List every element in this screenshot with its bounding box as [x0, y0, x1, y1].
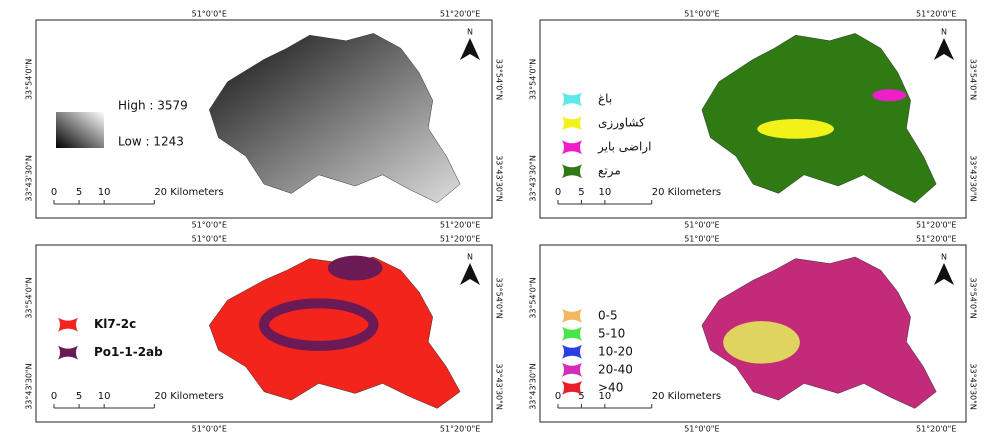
legend-label: کشاورزی: [598, 116, 645, 131]
coord-label: 51°0'0"E: [684, 10, 719, 19]
scale-label: 0: [555, 187, 561, 198]
map-panel: 51°0'0"E 51°0'0"E 51°20'0"E 51°20'0"E 33°54'…: [25, 10, 504, 230]
coord-label: 33°54'0"N: [25, 277, 34, 318]
coord-label: 51°0'0"E: [684, 221, 719, 230]
coord-label: 51°0'0"E: [192, 425, 227, 434]
coord-label: 33°54'0"N: [969, 59, 978, 100]
coord-label: 51°20'0"E: [440, 221, 480, 230]
north-label: N: [941, 28, 947, 37]
legend-label: Kl7-2c: [94, 317, 136, 331]
north-label: N: [467, 28, 473, 37]
scale-label: 5: [578, 391, 584, 402]
coord-label: 33°54'0"N: [495, 277, 504, 318]
legend-swatch: [562, 362, 582, 377]
barren-zone: [872, 89, 907, 102]
map-panel: 51°0'0"E 51°0'0"E 51°20'0"E 51°20'0"E 33°54'…: [529, 10, 978, 230]
coord-label: 51°20'0"E: [916, 10, 956, 19]
study-area: [701, 256, 937, 409]
legend-label: اراضی بایر: [597, 140, 651, 155]
coord-label: 51°0'0"E: [192, 235, 227, 244]
coord-label: 33°43'30"N: [969, 155, 978, 201]
coord-label: 51°0'0"E: [684, 235, 719, 244]
north-arrow: [934, 38, 954, 60]
legend-label: 10-20: [598, 344, 633, 358]
soil-zone: [327, 255, 383, 281]
legend-label: 5-10: [598, 326, 625, 340]
scale-label: 10: [598, 391, 611, 402]
scale-label: 5: [578, 187, 584, 198]
soil-zone: [259, 298, 379, 351]
coord-label: 33°54'0"N: [529, 277, 538, 318]
scale-label: 20 Kilometers: [652, 391, 721, 402]
legend-swatch: [562, 92, 582, 107]
coord-label: 33°43'30"N: [495, 155, 504, 201]
coord-label: 51°20'0"E: [440, 10, 480, 19]
coord-label: 33°43'30"N: [25, 155, 34, 201]
coord-label: 51°20'0"E: [440, 425, 480, 434]
coord-label: 33°43'30"N: [25, 363, 34, 409]
north-arrow: [460, 38, 480, 60]
legend-label: باغ: [598, 92, 612, 106]
scale-label: 20 Kilometers: [154, 391, 223, 402]
agri-zone: [757, 118, 834, 139]
coord-label: 33°54'0"N: [495, 59, 504, 100]
map-panel: 51°0'0"E 51°0'0"E 51°20'0"E 51°20'0"E 33°54'…: [529, 235, 978, 434]
legend-label: 0-5: [598, 308, 618, 322]
north-label: N: [467, 253, 473, 262]
coord-label: 51°0'0"E: [192, 221, 227, 230]
north-label: N: [941, 253, 947, 262]
coord-label: 33°43'30"N: [529, 363, 538, 409]
coord-label: 51°0'0"E: [192, 10, 227, 19]
legend-label: >40: [598, 380, 623, 394]
north-arrow: [934, 263, 954, 285]
legend-swatch: [562, 344, 582, 359]
study-area: [701, 33, 937, 204]
coord-label: 51°20'0"E: [916, 235, 956, 244]
scale-label: 0: [51, 391, 57, 402]
scale-label: 20 Kilometers: [652, 187, 721, 198]
legend-label: 20-40: [598, 362, 633, 376]
legend-swatch: [562, 164, 582, 179]
legend-label: Low : 1243: [118, 135, 184, 149]
legend-swatch: [58, 345, 78, 360]
scale-label: 0: [51, 187, 57, 198]
scale-label: 10: [598, 187, 611, 198]
legend-label: High : 3579: [118, 99, 188, 113]
legend-swatch: [562, 380, 582, 395]
coord-label: 33°54'0"N: [529, 59, 538, 100]
coord-label: 51°20'0"E: [916, 221, 956, 230]
coord-label: 51°0'0"E: [684, 425, 719, 434]
north-arrow: [460, 263, 480, 285]
slope-zone: [723, 321, 800, 364]
legend-swatch: [562, 326, 582, 341]
coord-label: 51°20'0"E: [916, 425, 956, 434]
legend-swatch: [562, 308, 582, 323]
coord-label: 33°43'30"N: [495, 363, 504, 409]
legend-label: Po1-1-2ab: [94, 345, 163, 359]
scale-label: 0: [555, 391, 561, 402]
scale-label: 5: [76, 391, 82, 402]
legend-swatch: [58, 317, 78, 332]
coord-label: 33°43'30"N: [529, 155, 538, 201]
scale-label: 10: [98, 391, 111, 402]
legend-swatch: [562, 116, 582, 131]
legend-swatch: [562, 140, 582, 155]
study-area: [209, 33, 461, 204]
scale-label: 10: [98, 187, 111, 198]
coord-label: 33°43'30"N: [969, 363, 978, 409]
scale-label: 5: [76, 187, 82, 198]
coord-label: 33°54'0"N: [969, 277, 978, 318]
scale-label: 20 Kilometers: [154, 187, 223, 198]
map-panel: 51°0'0"E 51°0'0"E 51°20'0"E 51°20'0"E 33°54'…: [25, 235, 504, 434]
legend-label: مرتع: [598, 164, 621, 179]
legend-gradient: [56, 112, 104, 148]
coord-label: 33°54'0"N: [25, 59, 34, 100]
coord-label: 51°20'0"E: [440, 235, 480, 244]
